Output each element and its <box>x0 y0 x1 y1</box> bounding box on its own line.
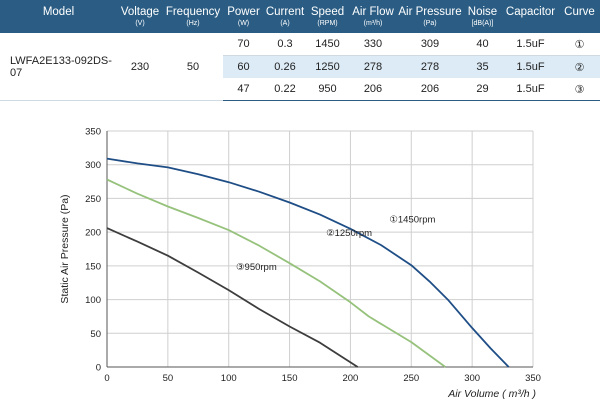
speed-cell: 950 <box>306 78 349 101</box>
x-tick-label: 350 <box>525 373 541 384</box>
column-header: Curve <box>559 0 600 33</box>
table-row: LWFA2E133-092DS-07 230 50 70 0.3 1450 33… <box>0 33 600 101</box>
x-tick-label: 0 <box>104 373 109 384</box>
power-cell: 70 <box>223 33 264 56</box>
series-label-1: ①1450rpm <box>389 215 435 226</box>
column-header-label: Power <box>227 6 260 18</box>
speed-cell: 1250 <box>306 55 349 78</box>
y-tick-label: 200 <box>85 228 101 239</box>
column-header: Air Flow (m³/h) <box>349 0 397 33</box>
column-header-unit: (RPM) <box>317 20 338 27</box>
column-header: Frequency (Hz) <box>163 0 223 33</box>
power-cell: 60 <box>223 55 264 78</box>
x-tick-label: 100 <box>221 373 237 384</box>
column-header: Capacitor <box>502 0 559 33</box>
column-header: Power (W) <box>223 0 264 33</box>
x-axis-title: Air Volume ( m³/h ) <box>447 388 536 400</box>
column-header-label: Capacitor <box>505 6 556 18</box>
air-flow-cell: 330 <box>349 33 397 56</box>
spec-table: Model Voltage (V) Frequency (Hz) Power (W) Curr… <box>0 0 600 101</box>
x-tick-label: 200 <box>342 373 358 384</box>
series-line-1 <box>106 157 510 368</box>
noise-cell: 29 <box>463 78 502 101</box>
model-cell: LWFA2E133-092DS-07 <box>0 33 117 101</box>
y-tick-label: 0 <box>96 363 101 374</box>
air-pressure-cell: 206 <box>397 78 463 101</box>
column-header: Model <box>0 0 117 33</box>
air-pressure-cell: 278 <box>397 55 463 78</box>
series-line-2 <box>106 178 446 368</box>
air-flow-cell: 206 <box>349 78 397 101</box>
curve-cell: ③ <box>559 78 600 101</box>
y-tick-label: 100 <box>85 295 101 306</box>
column-header-label: Voltage <box>120 6 160 18</box>
x-tick-label: 300 <box>464 373 480 384</box>
x-tick-label: 50 <box>163 373 174 384</box>
column-header-label: Air Flow <box>352 6 394 18</box>
noise-cell: 35 <box>463 55 502 78</box>
column-header: Voltage (V) <box>117 0 163 33</box>
x-tick-label: 150 <box>282 373 298 384</box>
capacitor-cell: 1.5uF <box>502 55 559 78</box>
capacitor-cell: 1.5uF <box>502 78 559 101</box>
column-header-label: Frequency <box>165 6 221 18</box>
current-cell: 0.22 <box>264 78 306 101</box>
column-header-label: Model <box>42 6 75 18</box>
y-tick-label: 150 <box>85 261 101 272</box>
series-label-3: ③950rpm <box>236 262 277 273</box>
column-header-label: Air Pressure <box>398 6 462 18</box>
capacitor-cell: 1.5uF <box>502 33 559 56</box>
air-pressure-cell: 309 <box>397 33 463 56</box>
column-header-label: Current <box>265 6 305 18</box>
column-header: Air Pressure (Pa) <box>397 0 463 33</box>
column-header-unit: [dB(A)] <box>471 20 494 27</box>
table-row: 60 0.26 1250 278 278 35 1.5uF ② <box>0 55 600 78</box>
column-header-unit: (W) <box>237 20 250 27</box>
column-header-label: Curve <box>564 6 595 18</box>
column-header: Speed (RPM) <box>306 0 349 33</box>
column-header-unit: (Hz) <box>186 20 200 27</box>
y-tick-label: 350 <box>85 127 101 138</box>
current-cell: 0.26 <box>264 55 306 78</box>
voltage-cell: 230 <box>117 33 163 101</box>
column-header-label: Noise <box>467 6 498 18</box>
y-tick-label: 300 <box>85 160 101 171</box>
column-header-label: Speed <box>310 6 345 18</box>
fan-performance-chart: 0 50 100 150 200 250 300 350 0 50 100 150 200 250 300 3… <box>59 127 541 401</box>
noise-cell: 40 <box>463 33 502 56</box>
series-line-3 <box>106 227 359 368</box>
current-cell: 0.3 <box>264 33 306 56</box>
air-flow-cell: 278 <box>349 55 397 78</box>
power-cell: 47 <box>223 78 264 101</box>
y-tick-label: 50 <box>90 329 101 340</box>
curve-cell: ② <box>559 55 600 78</box>
table-header-row: Model Voltage (V) Frequency (Hz) Power (W) Curr… <box>0 0 600 33</box>
table-row: 47 0.22 950 206 206 29 1.5uF ③ <box>0 78 600 101</box>
series-label-2: ②1250rpm <box>326 228 372 239</box>
column-header-unit: (Pa) <box>423 20 437 27</box>
column-header: Current (A) <box>264 0 306 33</box>
column-header: Noise [dB(A)] <box>463 0 502 33</box>
column-header-unit: (A) <box>280 20 290 27</box>
x-tick-label: 250 <box>403 373 419 384</box>
curve-cell: ① <box>559 33 600 56</box>
speed-cell: 1450 <box>306 33 349 56</box>
y-axis-title: Static Air Pressure (Pa) <box>59 194 71 303</box>
column-header-unit: (V) <box>135 20 145 27</box>
column-header-unit: (m³/h) <box>363 20 383 27</box>
frequency-cell: 50 <box>163 33 223 101</box>
y-tick-label: 250 <box>85 194 101 205</box>
